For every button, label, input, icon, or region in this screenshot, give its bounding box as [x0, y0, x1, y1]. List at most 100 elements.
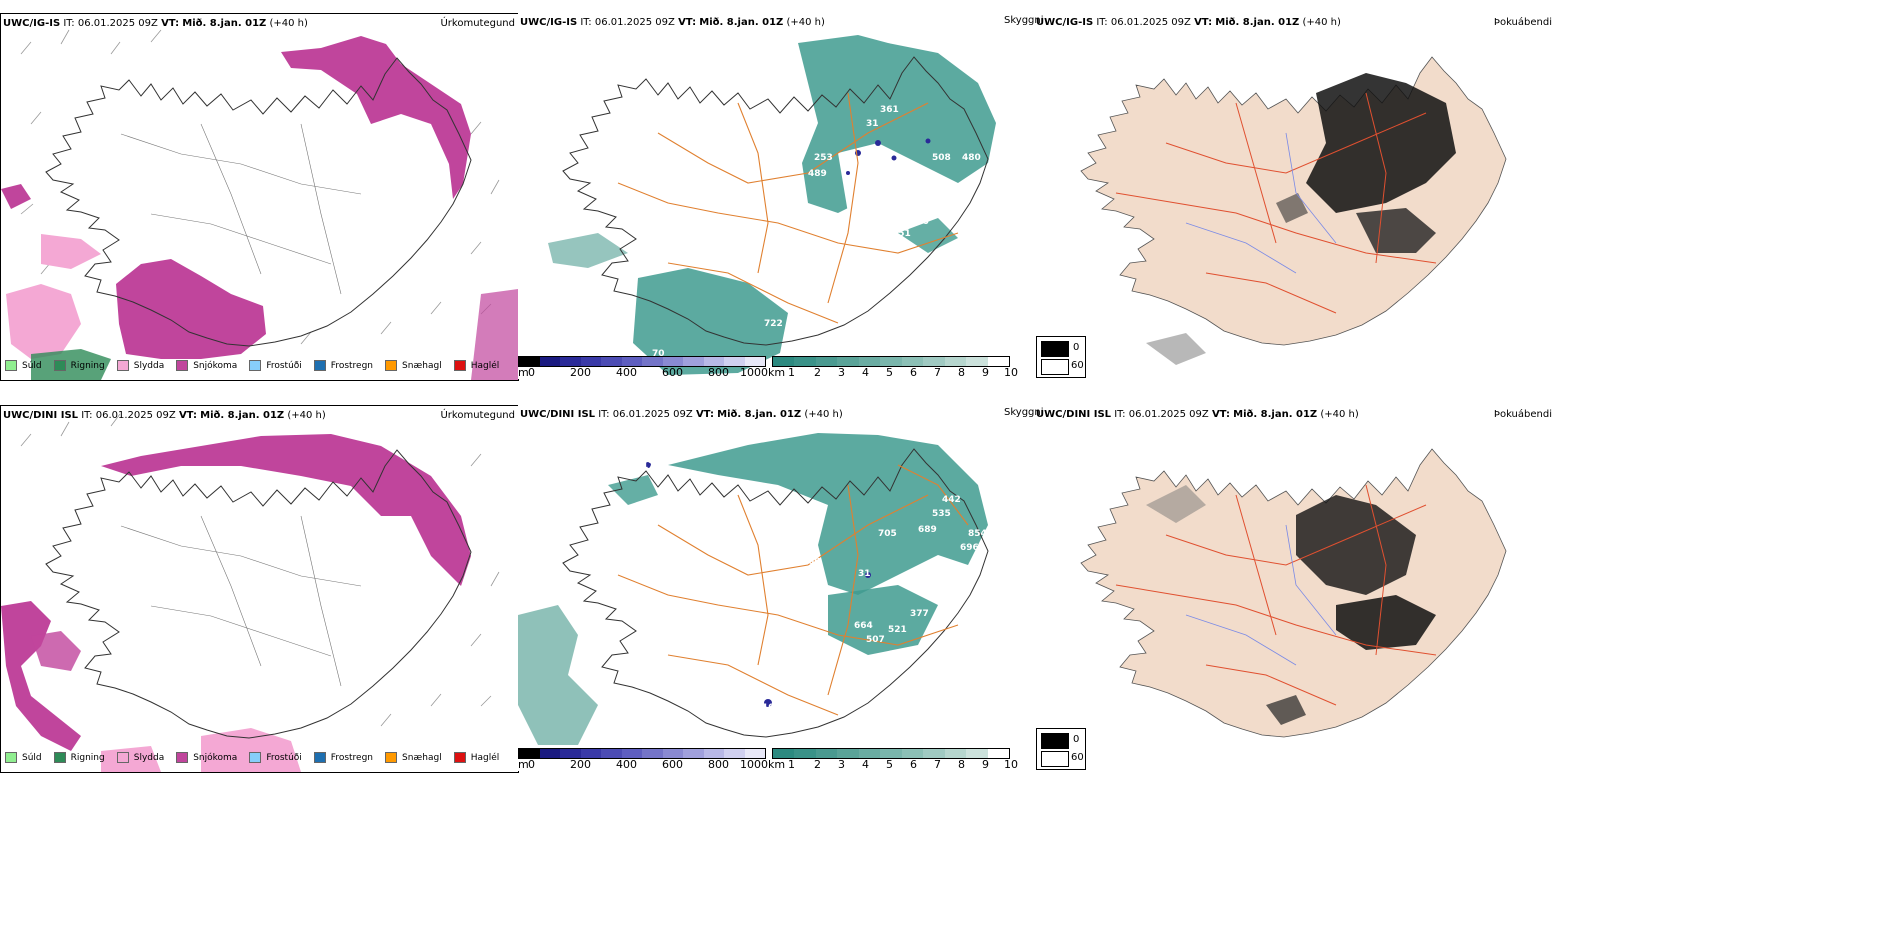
it-label: IT:: [598, 409, 610, 420]
legend-label: Snjókoma: [193, 752, 238, 763]
swatch: [5, 752, 17, 763]
legend-label: Snjókoma: [193, 360, 238, 371]
ceiling-colorbar: [518, 748, 766, 759]
tick-label: 800: [708, 758, 729, 771]
tick-label: 3: [838, 366, 845, 379]
ceiling-label: 177: [642, 461, 661, 471]
model-name: UWC/IG-IS: [520, 17, 578, 28]
it-label: IT:: [580, 17, 592, 28]
tick-label: 10: [1004, 758, 1018, 771]
unit-label: km: [768, 758, 786, 771]
ceiling-ticks: m 0 200 400 600 800 1000: [518, 366, 768, 380]
unit-label: m: [518, 758, 529, 771]
legend-item: Haglél: [453, 752, 500, 763]
swatch: [5, 360, 17, 371]
ceiling-label: 361: [880, 105, 899, 115]
legend-item: Slydda: [116, 360, 164, 371]
lead-time: (+40 h): [1302, 17, 1341, 28]
legend-label: Haglél: [470, 360, 500, 371]
fog-swatch: [1041, 341, 1069, 357]
swatch: [313, 752, 326, 763]
it-value: 06.01.2025 09Z: [594, 17, 675, 28]
ceiling-label: 854: [968, 529, 987, 539]
tick-label: 6: [910, 758, 917, 771]
ceiling-label: 489: [808, 169, 827, 179]
tick-label: 2: [814, 366, 821, 379]
swatch: [313, 360, 326, 371]
it-label: IT:: [81, 410, 93, 421]
legend-item: Frostúði: [249, 752, 302, 763]
model-name: UWC/DINI ISL: [520, 409, 596, 420]
legend-item: Snæhagl: [385, 752, 442, 763]
tick-label: 9: [982, 366, 989, 379]
it-label: IT:: [1096, 17, 1108, 28]
legend-label: Slydda: [133, 752, 165, 763]
precip-panel-title: Úrkomutegund: [440, 18, 515, 29]
swatch: [53, 360, 66, 371]
fog-swatch: [1041, 751, 1069, 767]
ceiling-label: 253: [814, 153, 833, 163]
legend-label: Snæhagl: [402, 360, 442, 371]
swatch: [176, 360, 189, 371]
it-value: 06.01.2025 09Z: [77, 18, 158, 29]
tick-label: 5: [886, 366, 893, 379]
legend-item: Frostregn: [313, 360, 373, 371]
tick-label: 600: [662, 366, 683, 379]
model-name: UWC/DINI ISL: [1036, 409, 1112, 420]
ceiling-label: 664: [854, 621, 873, 631]
ceiling-label: 480: [962, 153, 981, 163]
tick-label: 2: [814, 758, 821, 771]
fog-value: 60: [1071, 360, 1084, 371]
precip-map-bottom: [1, 406, 518, 772]
precip-panel-title: Úrkomutegund: [440, 410, 515, 421]
swatch: [176, 752, 189, 763]
tick-label: 9: [982, 758, 989, 771]
ceiling-label: 696: [960, 543, 979, 553]
ceiling-label: 318: [618, 461, 637, 471]
lead-time: (+40 h): [804, 409, 843, 420]
vt-value: Mið. 8.jan. 01Z: [1233, 409, 1318, 420]
fog-panel-top: UWC/IG-IS IT: 06.01.2025 09Z VT: Mið. 8.…: [1036, 13, 1556, 379]
tick-label: 8: [958, 366, 965, 379]
ceiling-label: 43: [550, 591, 563, 601]
lead-time: (+40 h): [269, 18, 308, 29]
precip-type-panel-bottom: UWC/DINI ISL IT: 06.01.2025 09Z VT: Mið.…: [0, 405, 519, 773]
ceiling-label: 705: [878, 529, 897, 539]
tick-label: 7: [934, 366, 941, 379]
lead-time: (+40 h): [786, 17, 825, 28]
swatch: [249, 752, 262, 763]
tick-label: 400: [616, 758, 637, 771]
visibility-panel-title: Skyggni: [1004, 15, 1044, 26]
ceiling-label: 507: [866, 635, 885, 645]
legend-label: Súld: [22, 752, 42, 763]
vt-label: VT:: [161, 18, 180, 29]
ceiling-label: 521: [888, 625, 907, 635]
ceiling-label: 442: [942, 495, 961, 505]
ceiling-label: 377: [910, 609, 929, 619]
visibility-ticks: km 1 2 3 4 5 6 7 8 9 10: [768, 758, 1018, 772]
model-name: UWC/IG-IS: [3, 18, 61, 29]
legend-label: Haglél: [470, 752, 500, 763]
tick-label: 200: [570, 366, 591, 379]
legend-item: Frostregn: [313, 752, 373, 763]
visibility-colorbar: [772, 748, 1010, 759]
vt-label: VT:: [178, 410, 197, 421]
visibility-colorbar: [772, 356, 1010, 367]
tick-label: 0: [528, 366, 535, 379]
tick-label: 600: [662, 758, 683, 771]
vt-value: Mið. 8.jan. 01Z: [717, 409, 802, 420]
vt-value: Mið. 8.jan. 01Z: [200, 410, 285, 421]
legend-item: Snjókoma: [176, 360, 237, 371]
legend-item: Snjókoma: [176, 752, 237, 763]
vt-value: Mið. 8.jan. 01Z: [699, 17, 784, 28]
it-label: IT:: [1114, 409, 1126, 420]
tick-label: 200: [570, 758, 591, 771]
swatch: [453, 360, 466, 371]
swatch: [53, 752, 66, 763]
legend-label: Rigning: [70, 360, 105, 371]
swatch: [116, 360, 129, 371]
vt-value: Mið. 8.jan. 01Z: [1215, 17, 1300, 28]
tick-label: 7: [934, 758, 941, 771]
ceiling-label: 508: [932, 153, 951, 163]
legend-item: Rigning: [53, 752, 105, 763]
